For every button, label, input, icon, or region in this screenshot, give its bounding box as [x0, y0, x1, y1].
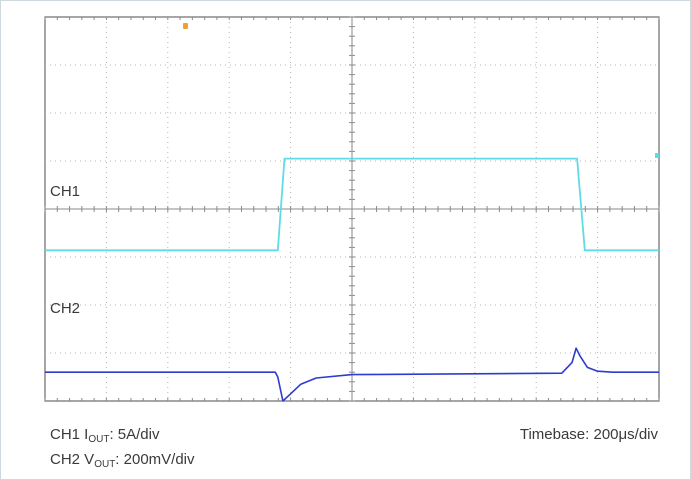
oscilloscope-plot: CH1 CH2: [44, 16, 660, 402]
ch2-trace: [45, 347, 659, 402]
ch2-caption-subscript: OUT: [94, 459, 116, 470]
trigger-marker: [183, 23, 188, 29]
scope-grid: [44, 16, 660, 402]
ch1-trace-label: CH1: [50, 183, 80, 200]
ch2-trace-label: CH2: [50, 300, 80, 317]
scope-traces: [45, 157, 659, 402]
scope-markers: [183, 23, 659, 158]
ch1-caption-scale: : 5A/div: [109, 426, 160, 443]
ch1-trace: [45, 157, 659, 252]
ch1-reference-marker: [655, 153, 659, 158]
ch1-caption-prefix: CH1 I: [50, 426, 89, 443]
ch1-scale-caption: CH1 IOUT: 5A/div: [50, 426, 159, 445]
timebase-caption: Timebase: 200μs/div: [519, 426, 658, 443]
ch2-caption-prefix: CH2 V: [50, 451, 95, 468]
ch2-caption-scale: : 200mV/div: [115, 451, 195, 468]
ch2-scale-caption: CH2 VOUT: 200mV/div: [50, 451, 195, 470]
ch1-caption-subscript: OUT: [88, 434, 110, 445]
